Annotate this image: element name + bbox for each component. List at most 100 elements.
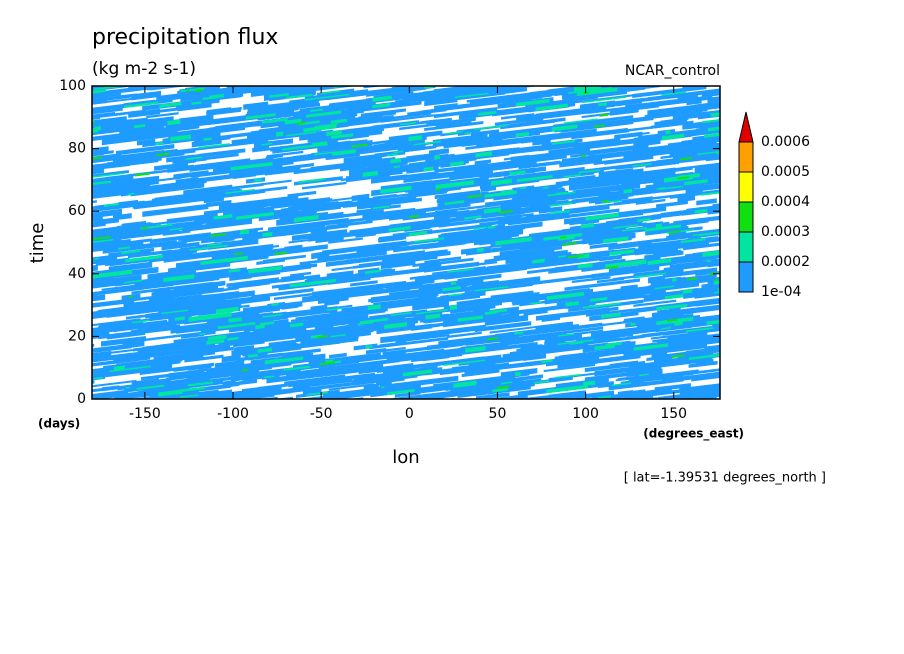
contour-band xyxy=(551,124,578,132)
contour-band xyxy=(468,352,541,368)
contour-band xyxy=(230,162,314,177)
contour-band xyxy=(181,331,205,339)
contour-band xyxy=(222,379,258,388)
contour-band xyxy=(635,272,667,278)
contour-band xyxy=(241,368,248,372)
contour-band xyxy=(441,226,498,239)
y-tick-label: 40 xyxy=(68,266,86,282)
contour-band xyxy=(660,326,671,330)
contour-band xyxy=(477,247,484,253)
contour-band xyxy=(395,94,447,105)
contour-band xyxy=(319,361,333,366)
contour-band xyxy=(535,307,610,321)
contour-band xyxy=(186,89,190,92)
footnote: [ lat=-1.39531 degrees_north ] xyxy=(624,471,826,486)
contour-band xyxy=(623,342,708,359)
contour-band xyxy=(571,276,611,284)
contour-band xyxy=(485,374,543,385)
contour-band xyxy=(173,170,209,180)
contour-band xyxy=(314,123,338,128)
contour-band xyxy=(206,242,222,247)
contour-band xyxy=(149,232,211,244)
contour-band xyxy=(454,92,489,99)
contour-band xyxy=(282,142,328,151)
contour-band xyxy=(431,224,483,234)
contour-band xyxy=(446,398,455,399)
contour-band xyxy=(236,212,274,220)
contour-band xyxy=(523,308,548,316)
contour-band xyxy=(623,188,633,194)
contour-band xyxy=(630,322,636,326)
contour-band xyxy=(264,375,275,379)
contour-band xyxy=(324,200,350,210)
contour-band xyxy=(522,146,548,153)
contour-band xyxy=(150,298,168,304)
contour-band xyxy=(176,284,218,294)
contour-band xyxy=(228,317,242,323)
contour-band xyxy=(501,381,513,385)
contour-band xyxy=(166,213,218,225)
contour-band xyxy=(377,346,406,353)
contour-band xyxy=(520,344,543,351)
contour-band xyxy=(128,192,135,196)
contour-band xyxy=(662,267,718,279)
x-tick-label: -100 xyxy=(217,406,249,422)
contour-band xyxy=(565,303,590,310)
contour-band xyxy=(541,199,569,207)
contour-band xyxy=(156,152,170,157)
contour-band xyxy=(192,402,209,407)
contour-band xyxy=(73,219,82,222)
contour-band xyxy=(92,187,124,198)
contour-band xyxy=(409,279,473,290)
contour-band xyxy=(498,210,513,214)
contour-band xyxy=(174,158,196,166)
contour-band xyxy=(438,238,454,244)
contour-band xyxy=(444,200,465,206)
contour-band xyxy=(108,261,153,273)
contour-band xyxy=(380,185,412,194)
contour-band xyxy=(503,93,552,103)
contour-band xyxy=(380,329,444,344)
colorbar-label: 0.0004 xyxy=(761,194,810,210)
contour-band xyxy=(433,106,498,119)
contour-band xyxy=(665,130,671,135)
x-tick-label: 50 xyxy=(489,406,507,422)
contour-band xyxy=(545,127,628,141)
contour-band xyxy=(433,209,470,220)
contour-band xyxy=(372,103,391,109)
contour-band xyxy=(600,312,621,319)
contour-band xyxy=(283,365,311,371)
contour-band xyxy=(92,200,145,212)
contour-band xyxy=(146,112,179,119)
contour-band xyxy=(92,152,104,157)
contour-band xyxy=(167,119,181,126)
contour-band xyxy=(427,257,474,266)
contour-band xyxy=(368,294,404,303)
contour-band xyxy=(124,101,158,109)
contour-band xyxy=(654,118,688,128)
contour-band xyxy=(407,107,447,116)
contour-band xyxy=(475,392,510,399)
contour-band xyxy=(395,217,476,230)
contour-band xyxy=(464,132,472,135)
contour-band xyxy=(178,203,220,211)
contour-band xyxy=(598,168,634,179)
contour-band xyxy=(667,137,720,147)
contour-band xyxy=(534,380,550,384)
contour-band xyxy=(458,398,463,399)
contour-band xyxy=(94,86,124,91)
contour-band xyxy=(191,138,222,148)
contour-band xyxy=(435,188,440,191)
contour-band xyxy=(248,353,258,358)
contour-band xyxy=(163,274,195,283)
contour-band xyxy=(266,150,304,158)
contour-band xyxy=(516,113,542,121)
contour-band xyxy=(461,369,500,378)
contour-band xyxy=(386,153,398,157)
contour-band xyxy=(142,140,168,148)
contour-band xyxy=(579,143,649,157)
plot-frame xyxy=(91,85,721,400)
contour-band xyxy=(650,331,706,340)
contour-band xyxy=(612,382,632,387)
contour-band xyxy=(585,212,619,221)
